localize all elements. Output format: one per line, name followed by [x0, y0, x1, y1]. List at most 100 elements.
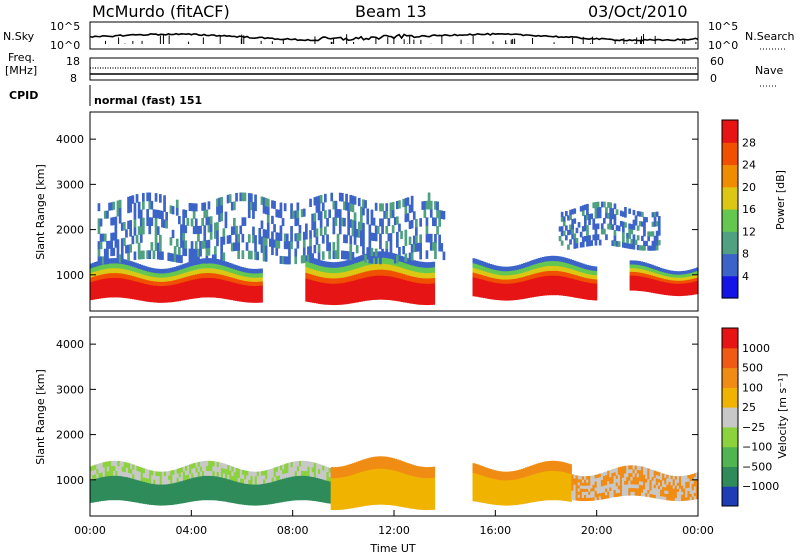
- heatmap-cell: [237, 242, 240, 251]
- heatmap-cell: [615, 485, 619, 490]
- heatmap-cell: [413, 260, 417, 267]
- heatmap-cell: [499, 291, 503, 297]
- heatmap-cell: [426, 504, 429, 511]
- heatmap-cell: [569, 209, 572, 216]
- colorbar-tick-label: −1000: [742, 480, 779, 493]
- heatmap-cell: [345, 276, 349, 283]
- heatmap-cell: [322, 493, 325, 498]
- heatmap-cell: [499, 500, 503, 506]
- heatmap-cell: [360, 483, 363, 490]
- heatmap-cell: [655, 245, 659, 251]
- heatmap-cell: [567, 468, 570, 474]
- heatmap-cell: [339, 504, 342, 510]
- heatmap-cell: [653, 216, 657, 222]
- heatmap-cell: [175, 199, 179, 208]
- heatmap-cell: [628, 243, 631, 249]
- heatmap-cell: [163, 496, 167, 502]
- heatmap-cell: [563, 276, 566, 282]
- heatmap-cell: [588, 485, 591, 489]
- colorbar-swatch: [722, 387, 738, 408]
- heatmap-cell: [235, 242, 238, 251]
- heatmap-cell: [159, 298, 162, 303]
- heatmap-cell: [584, 220, 587, 226]
- heatmap-cell: [237, 270, 240, 275]
- heatmap-cell: [161, 219, 164, 228]
- heatmap-cell: [421, 201, 425, 210]
- heatmap-cell: [368, 247, 372, 256]
- heatmap-cell: [577, 275, 581, 281]
- heatmap-cell: [155, 293, 158, 299]
- heatmap-cell: [537, 281, 541, 287]
- heatmap-cell: [520, 272, 524, 278]
- heatmap-cell: [695, 485, 699, 490]
- heatmap-cell: [166, 496, 169, 502]
- heatmap-cell: [571, 477, 574, 482]
- heatmap-cell: [220, 274, 223, 280]
- heatmap-cell: [508, 488, 511, 493]
- heatmap-cell: [661, 287, 665, 292]
- heatmap-cell: [518, 478, 522, 483]
- heatmap-cell: [142, 250, 145, 260]
- heatmap-cell: [581, 226, 585, 232]
- heatmap-cell: [243, 192, 247, 202]
- heatmap-cell: [159, 492, 163, 498]
- heatmap-cell: [584, 204, 587, 211]
- heatmap-cell: [214, 480, 218, 486]
- heatmap-cell: [419, 234, 422, 243]
- heatmap-cell: [404, 206, 408, 215]
- heatmap-cell: [476, 469, 480, 475]
- heatmap-cell: [392, 270, 395, 278]
- heatmap-cell: [565, 491, 568, 497]
- heatmap-cell: [94, 285, 97, 291]
- heatmap-cell: [186, 271, 190, 277]
- heatmap-cell: [248, 492, 251, 497]
- heatmap-cell: [571, 233, 574, 240]
- heatmap-cell: [613, 230, 617, 236]
- heatmap-cell: [252, 501, 256, 506]
- heatmap-cell: [273, 498, 277, 504]
- heatmap-cell: [250, 475, 254, 481]
- heatmap-cell: [254, 202, 257, 212]
- heatmap-cell: [269, 482, 273, 487]
- heatmap-cell: [426, 488, 429, 495]
- heatmap-cell: [267, 473, 270, 479]
- heatmap-cell: [227, 465, 230, 471]
- heatmap-cell: [506, 496, 509, 502]
- heatmap-cell: [100, 264, 104, 270]
- heatmap-cell: [199, 225, 202, 234]
- heatmap-cell: [695, 270, 699, 275]
- heatmap-cell: [655, 221, 659, 227]
- heatmap-cell: [90, 484, 93, 490]
- heatmap-cell: [230, 281, 234, 287]
- heatmap-cell: [313, 229, 317, 238]
- heatmap-cell: [206, 460, 209, 467]
- heatmap-cell: [489, 495, 493, 500]
- heatmap-cell: [520, 263, 524, 269]
- heatmap-cell: [502, 279, 505, 284]
- heatmap-cell: [251, 273, 255, 278]
- heatmap-cell: [332, 200, 336, 210]
- heatmap-cell: [659, 267, 663, 272]
- heatmap-cell: [428, 272, 431, 279]
- heatmap-cell: [351, 463, 355, 470]
- heatmap-cell: [562, 221, 566, 227]
- heatmap-cell: [140, 494, 144, 500]
- heatmap-cell: [151, 479, 154, 484]
- heatmap-cell: [313, 213, 317, 222]
- heatmap-cell: [138, 286, 141, 292]
- heatmap-cell: [398, 460, 402, 467]
- heatmap-cell: [430, 488, 433, 494]
- heatmap-cell: [142, 490, 146, 496]
- heatmap-cell: [118, 207, 122, 216]
- heatmap-cell: [102, 495, 106, 501]
- heatmap-cell: [619, 481, 623, 486]
- heatmap-cell: [383, 263, 387, 270]
- heatmap-cell: [411, 486, 414, 493]
- heatmap-cell: [638, 264, 641, 269]
- heatmap-cell: [197, 226, 200, 234]
- heatmap-cell: [360, 222, 363, 231]
- heatmap-cell: [155, 298, 158, 303]
- heatmap-cell: [531, 465, 535, 471]
- colorbar-swatch: [722, 186, 738, 210]
- heatmap-cell: [171, 253, 175, 262]
